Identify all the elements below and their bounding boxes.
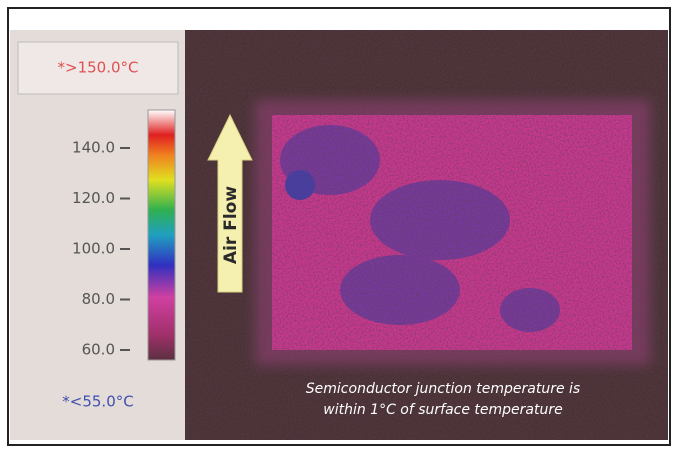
max-label: *>150.0°C: [58, 59, 139, 77]
caption-line: within 1°C of surface temperature: [323, 402, 563, 418]
scale-tick-label: 100.0: [72, 240, 115, 258]
air-flow-arrow: [207, 113, 253, 293]
color-bar: [147, 109, 176, 361]
scale-tick-label: 120.0: [72, 189, 115, 207]
max-box: [17, 41, 179, 95]
scale-tick-label: 60.0: [82, 341, 115, 359]
scale-tick-label: 80.0: [82, 290, 115, 308]
scale-tick-label: 140.0: [72, 139, 115, 157]
min-label: *<55.0°C: [62, 393, 133, 411]
image-noise: [185, 30, 668, 440]
caption-line: Semiconductor junction temperature is: [306, 381, 580, 397]
arrow-label: Air Flow: [221, 186, 241, 264]
